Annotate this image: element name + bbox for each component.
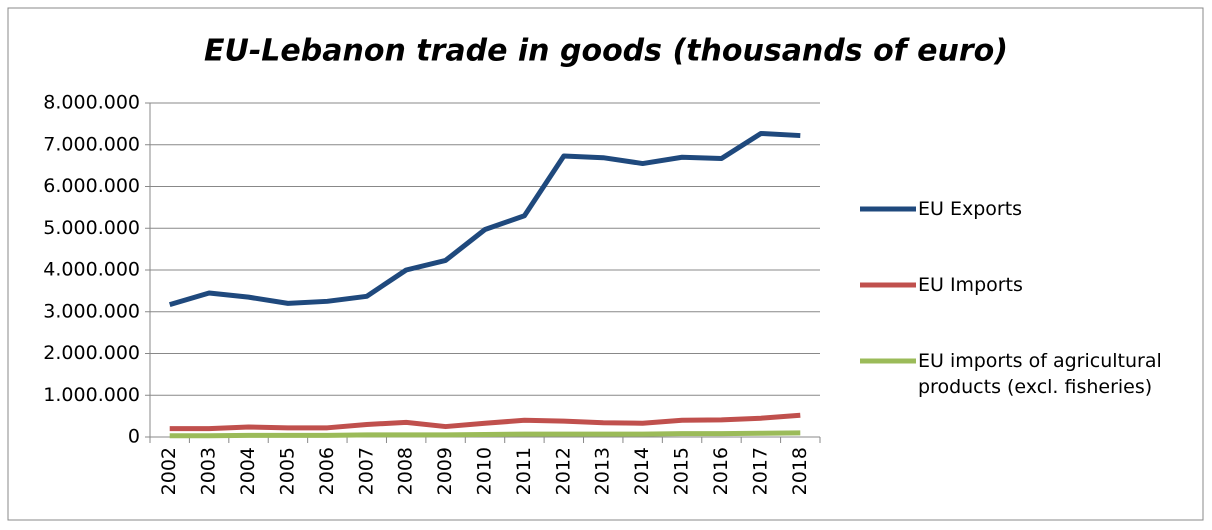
x-tick-label: 2004 bbox=[237, 447, 259, 495]
x-tick-label: 2016 bbox=[710, 447, 732, 495]
x-tick-label: 2015 bbox=[671, 447, 693, 495]
y-tick-label: 8.000.000 bbox=[43, 92, 140, 114]
x-tick-label: 2010 bbox=[474, 447, 496, 495]
y-tick-label: 6.000.000 bbox=[43, 175, 140, 197]
data-line bbox=[169, 430, 801, 439]
x-tick-label: 2002 bbox=[158, 447, 180, 495]
chart-title: EU-Lebanon trade in goods (thousands of … bbox=[204, 34, 1008, 69]
x-tick-label: 2018 bbox=[789, 447, 811, 495]
x-tick-label: 2012 bbox=[552, 447, 574, 495]
x-tick-label: 2017 bbox=[749, 447, 771, 495]
x-tick-label: 2006 bbox=[316, 447, 338, 495]
x-tick-label: 2014 bbox=[631, 447, 653, 495]
y-tick-label: 5.000.000 bbox=[43, 217, 140, 239]
y-tick-label: 1.000.000 bbox=[43, 384, 140, 406]
y-tick-label: 3.000.000 bbox=[43, 300, 140, 322]
y-tick-label: 7.000.000 bbox=[43, 133, 140, 155]
y-tick-label: 4.000.000 bbox=[43, 259, 140, 281]
chart-border bbox=[7, 7, 1204, 521]
x-tick-label: 2008 bbox=[395, 447, 417, 495]
x-tick-label: 2005 bbox=[276, 447, 298, 495]
x-tick-label: 2013 bbox=[592, 447, 614, 495]
data-line bbox=[169, 412, 801, 432]
legend-label: EU Imports bbox=[918, 274, 1023, 296]
legend-label: EU imports of agricultural products (exc… bbox=[918, 350, 1162, 398]
x-tick-label: 2007 bbox=[355, 447, 377, 495]
data-line bbox=[168, 130, 801, 308]
legend-label: EU Exports bbox=[918, 198, 1023, 220]
x-tick-label: 2009 bbox=[434, 447, 456, 495]
x-tick-label: 2003 bbox=[198, 447, 220, 495]
y-tick-label: 0 bbox=[128, 426, 140, 448]
y-tick-label: 2.000.000 bbox=[43, 342, 140, 364]
x-tick-label: 2011 bbox=[513, 447, 535, 495]
